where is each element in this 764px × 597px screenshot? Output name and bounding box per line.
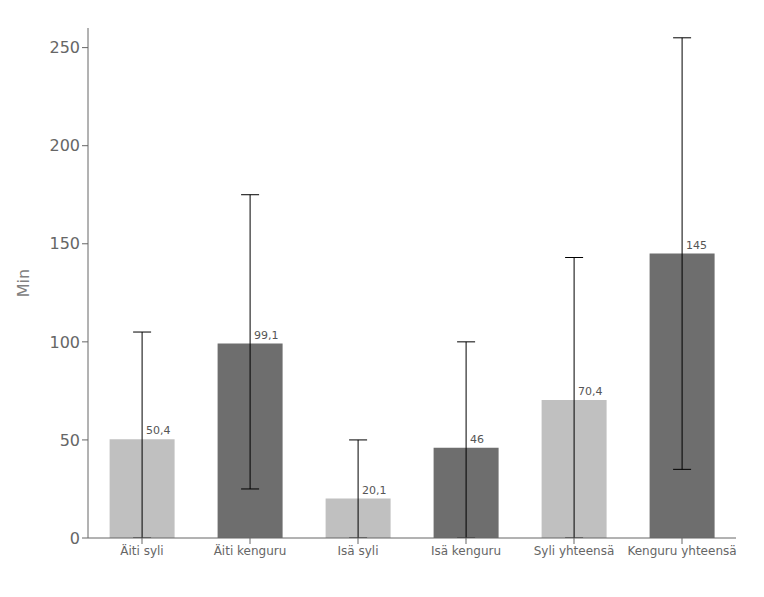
svg-text:100: 100 xyxy=(49,333,80,352)
svg-text:70,4: 70,4 xyxy=(578,385,603,398)
svg-text:46: 46 xyxy=(470,433,484,446)
svg-text:Min: Min xyxy=(14,269,33,297)
svg-text:250: 250 xyxy=(49,38,80,57)
svg-text:150: 150 xyxy=(49,234,80,253)
svg-text:50,4: 50,4 xyxy=(146,424,171,437)
svg-text:Kenguru yhteensä: Kenguru yhteensä xyxy=(627,544,736,558)
svg-text:0: 0 xyxy=(70,529,80,548)
svg-text:200: 200 xyxy=(49,136,80,155)
svg-text:50: 50 xyxy=(60,431,80,450)
svg-text:Isä syli: Isä syli xyxy=(338,544,379,558)
svg-text:Äiti kenguru: Äiti kenguru xyxy=(214,543,287,558)
svg-text:20,1: 20,1 xyxy=(362,484,387,497)
svg-text:Syli yhteensä: Syli yhteensä xyxy=(534,544,615,558)
svg-text:Äiti syli: Äiti syli xyxy=(120,543,163,558)
svg-text:99,1: 99,1 xyxy=(254,329,279,342)
svg-text:Isä kenguru: Isä kenguru xyxy=(431,544,501,558)
svg-text:145: 145 xyxy=(686,239,707,252)
